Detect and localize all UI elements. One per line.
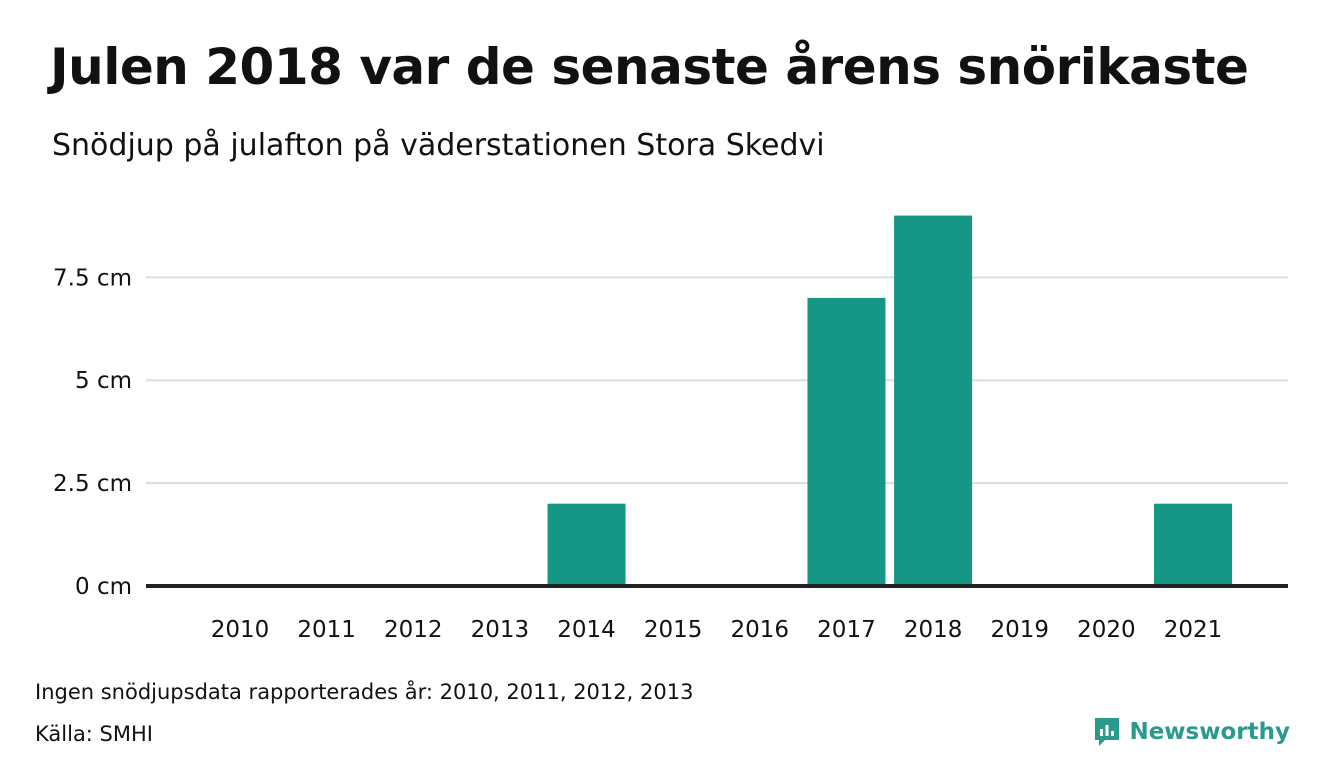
x-tick-label: 2015 (644, 617, 703, 643)
gridlines (146, 276, 1288, 485)
y-tick-label: 0 cm (75, 574, 132, 600)
missing-data-note: Ingen snödjupsdata rapporterades år: 201… (35, 680, 694, 704)
x-tick-label: 2012 (384, 617, 443, 643)
bars (547, 215, 1232, 586)
y-tick-label: 2.5 cm (53, 471, 132, 497)
y-tick-label: 7.5 cm (53, 265, 132, 291)
bar-2014 (547, 503, 626, 586)
chart-subtitle: Snödjup på julafton på väderstationen St… (52, 128, 825, 163)
x-tick-label: 2014 (557, 617, 616, 643)
x-tick-label: 2016 (731, 617, 790, 643)
bar-2018 (894, 215, 973, 586)
x-tick-label: 2018 (904, 617, 963, 643)
brand-name: Newsworthy (1129, 719, 1290, 745)
bar-2021 (1154, 503, 1232, 586)
x-tick-label: 2013 (471, 617, 530, 643)
x-tick-label: 2010 (211, 617, 270, 643)
newsworthy-logo-icon (1095, 718, 1120, 746)
axes: 0 cm 2.5 cm 5 cm 7.5 cm 2010 2011 2012 2013 2014… (53, 265, 1288, 643)
y-tick-label: 5 cm (75, 368, 132, 394)
x-tick-label: 2020 (1077, 617, 1136, 643)
bar-2017 (807, 297, 886, 586)
x-tick-label: 2021 (1164, 617, 1223, 643)
x-tick-label: 2019 (990, 617, 1049, 643)
x-tick-label: 2011 (297, 617, 356, 643)
x-tick-label: 2017 (817, 617, 876, 643)
chart-title: Julen 2018 var de senaste årens snörikas… (50, 38, 1249, 96)
source-note: Källa: SMHI (35, 722, 153, 746)
brand-logo: Newsworthy (1093, 716, 1290, 748)
